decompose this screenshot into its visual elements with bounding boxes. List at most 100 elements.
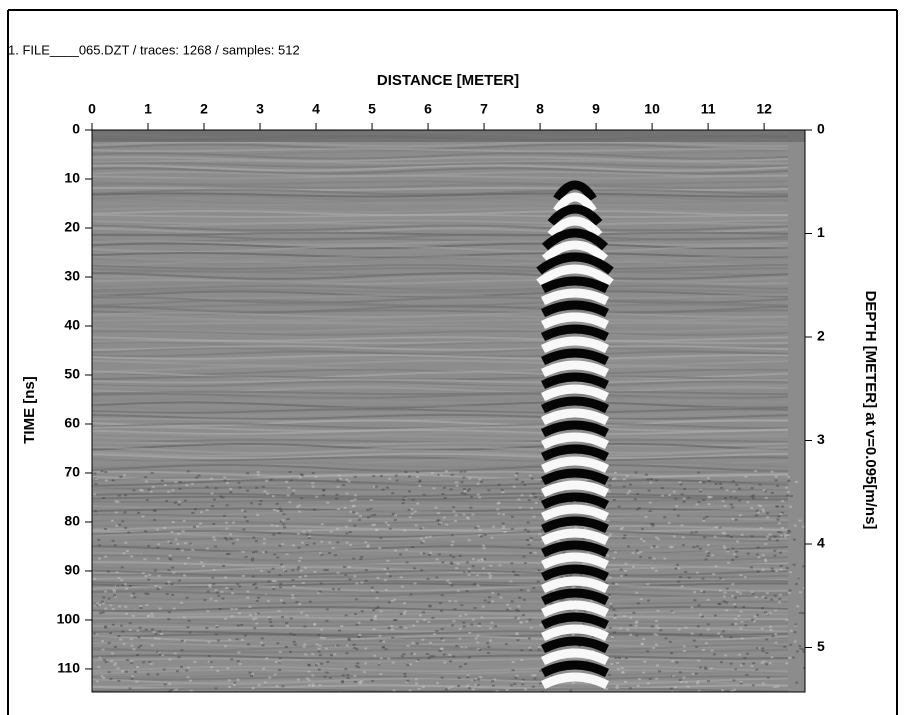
texture-noise — [724, 547, 727, 549]
texture-noise — [734, 606, 737, 608]
texture-noise — [741, 638, 744, 640]
texture-noise — [794, 631, 797, 633]
texture-noise — [257, 597, 260, 599]
texture-noise — [609, 627, 612, 629]
texture-noise — [696, 572, 699, 574]
texture-noise — [762, 569, 765, 571]
texture-noise — [785, 662, 788, 664]
texture-noise — [282, 523, 285, 525]
texture-noise — [473, 679, 476, 681]
texture-noise — [376, 597, 379, 599]
texture-noise — [441, 677, 444, 679]
texture-noise — [144, 530, 147, 532]
texture-noise — [118, 577, 121, 579]
texture-noise — [759, 484, 762, 486]
texture-noise — [103, 659, 106, 661]
x-tick-label: 10 — [644, 101, 660, 117]
texture-noise — [472, 514, 475, 516]
texture-noise — [403, 613, 406, 615]
texture-noise — [733, 490, 736, 492]
texture-noise — [459, 628, 462, 630]
texture-noise — [640, 538, 643, 540]
texture-noise — [145, 629, 148, 631]
texture-noise — [697, 660, 700, 662]
texture-noise — [795, 481, 798, 483]
texture-noise — [455, 481, 458, 483]
texture-noise — [771, 568, 774, 570]
texture-noise — [401, 586, 404, 588]
texture-noise — [129, 629, 132, 631]
texture-noise — [296, 506, 299, 508]
texture-noise — [520, 622, 523, 624]
texture-noise — [169, 658, 172, 660]
texture-noise — [745, 674, 748, 676]
texture-noise — [124, 527, 127, 529]
texture-noise — [774, 633, 777, 635]
texture-noise — [698, 501, 701, 503]
texture-noise — [233, 684, 236, 686]
texture-noise — [613, 499, 616, 501]
texture-noise — [153, 509, 156, 511]
texture-noise — [209, 598, 212, 600]
texture-noise — [392, 513, 395, 515]
texture-noise — [124, 494, 127, 496]
texture-noise — [752, 497, 755, 499]
texture-noise — [618, 657, 621, 659]
texture-noise — [394, 550, 397, 552]
texture-noise — [342, 674, 345, 676]
texture-noise — [403, 602, 406, 604]
texture-noise — [354, 476, 357, 478]
texture-noise — [225, 522, 228, 524]
texture-noise — [156, 547, 159, 549]
texture-noise — [707, 503, 710, 505]
texture-noise — [529, 495, 532, 497]
texture-noise — [356, 662, 359, 664]
texture-noise — [432, 655, 435, 657]
texture-noise — [779, 552, 782, 554]
texture-noise — [124, 542, 127, 544]
texture-noise — [776, 485, 779, 487]
texture-noise — [246, 490, 249, 492]
texture-noise — [482, 567, 485, 569]
texture-noise — [648, 557, 651, 559]
texture-noise — [370, 499, 373, 501]
texture-noise — [448, 654, 451, 656]
texture-noise — [145, 575, 148, 577]
texture-noise — [655, 634, 658, 636]
texture-noise — [285, 481, 288, 483]
texture-noise — [647, 600, 650, 602]
texture-noise — [451, 624, 454, 626]
texture-noise — [104, 556, 107, 558]
texture-noise — [260, 642, 263, 644]
texture-noise — [703, 518, 706, 520]
texture-noise — [465, 614, 468, 616]
texture-noise — [206, 548, 209, 550]
texture-noise — [125, 671, 128, 673]
texture-noise — [406, 680, 409, 682]
x-tick-label: 9 — [592, 101, 600, 117]
texture-noise — [451, 534, 454, 536]
texture-noise — [653, 558, 656, 560]
texture-noise — [608, 674, 611, 676]
texture-noise — [157, 558, 160, 560]
texture-noise — [206, 486, 209, 488]
texture-noise — [479, 529, 482, 531]
texture-noise — [609, 603, 612, 605]
texture-noise — [623, 537, 626, 539]
texture-noise — [293, 641, 296, 643]
texture-noise — [131, 678, 134, 680]
texture-noise — [468, 478, 471, 480]
texture-noise — [268, 677, 271, 679]
texture-noise — [632, 552, 635, 554]
texture-noise — [184, 563, 187, 565]
texture-noise — [171, 489, 174, 491]
texture-noise — [184, 542, 187, 544]
y2-tick-label: 5 — [817, 638, 825, 654]
texture-noise — [179, 481, 182, 483]
texture-noise — [176, 670, 179, 672]
texture-noise — [473, 583, 476, 585]
texture-noise — [95, 478, 98, 480]
texture-noise — [487, 601, 490, 603]
texture-noise — [609, 479, 612, 481]
texture-noise — [530, 537, 533, 539]
